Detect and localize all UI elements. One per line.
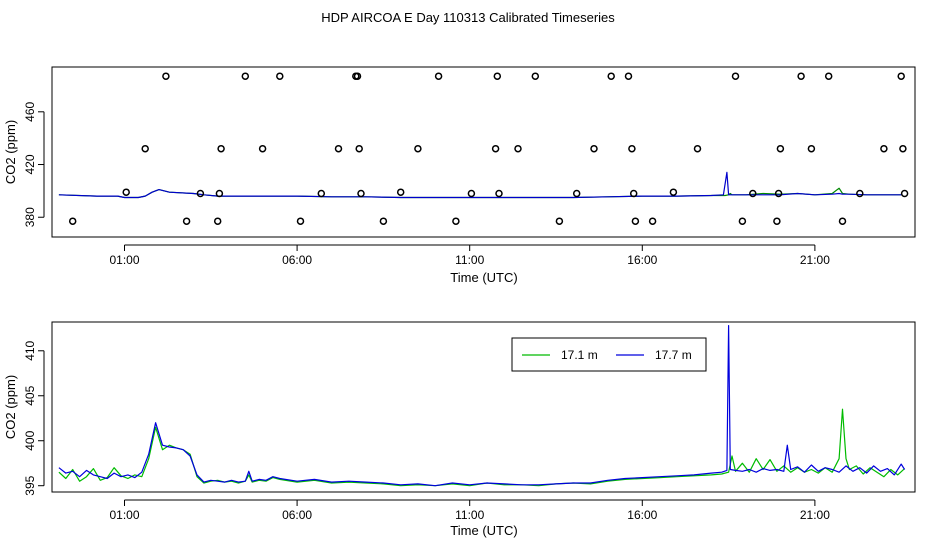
bottom-x-tick-label: 01:00 (109, 508, 139, 522)
bottom-y-tick-label: 405 (23, 385, 37, 405)
top-x-tick-label: 01:00 (109, 253, 139, 267)
top-data-point (555, 217, 564, 225)
legend-label-17-7m: 17.7 m (655, 348, 692, 362)
bottom-panel: 01:00 06:00 11:00 16:00 21:00 395 400 405 410 T… (3, 321, 916, 538)
top-data-point (628, 144, 636, 153)
top-data-point (317, 189, 326, 198)
top-y-tick-label: 460 (23, 101, 37, 121)
top-data-point (379, 217, 388, 225)
top-data-point (631, 217, 640, 225)
top-data-point (396, 188, 405, 196)
top-data-point (68, 217, 77, 225)
top-data-point (334, 144, 343, 153)
top-panel: 01:00 06:00 11:00 16:00 21:00 380 420 460 Time… (3, 66, 916, 285)
top-y-tick-label: 380 (23, 207, 37, 227)
bottom-x-axis-label: Time (UTC) (450, 523, 517, 538)
top-data-point (493, 72, 502, 80)
top-data-point (897, 72, 905, 80)
top-data-point (414, 144, 422, 153)
top-data-point (629, 189, 638, 198)
top-x-tick-label: 21:00 (800, 253, 830, 267)
top-data-point (514, 144, 522, 153)
top-data-point (196, 189, 205, 198)
top-data-point (797, 72, 805, 80)
top-data-point (213, 217, 222, 225)
top-data-point (773, 217, 781, 225)
top-data-point (452, 217, 460, 225)
bottom-x-tick-label: 11:00 (455, 508, 484, 522)
top-data-point (531, 72, 540, 80)
top-data-point (807, 144, 816, 153)
top-plot-data (58, 72, 909, 225)
top-data-point (296, 217, 305, 225)
top-data-point (624, 72, 633, 80)
bottom-y-tick-label: 410 (23, 340, 37, 360)
bottom-plot-frame (51, 321, 916, 493)
top-data-point (217, 144, 225, 153)
top-data-point (355, 144, 363, 153)
bottom-x-tick-label: 06:00 (282, 508, 312, 522)
top-data-point (856, 189, 864, 198)
top-data-point (182, 217, 191, 225)
bottom-series-line-0 (58, 408, 906, 487)
top-data-point (693, 144, 702, 153)
top-data-point (607, 72, 615, 80)
legend-label-17-1m: 17.1 m (561, 348, 598, 362)
top-x-tick-label: 06:00 (282, 253, 312, 267)
figure-title: HDP AIRCOA E Day 110313 Calibrated Times… (321, 10, 615, 25)
bottom-y-tick-label: 400 (23, 430, 37, 450)
bottom-x-tick-label: 21:00 (800, 508, 830, 522)
top-data-point (899, 144, 907, 153)
top-x-tick-label: 16:00 (627, 253, 657, 267)
top-data-point (353, 72, 362, 80)
top-data-point (731, 72, 740, 80)
top-data-point (572, 189, 581, 198)
top-x-axis-label: Time (UTC) (450, 270, 517, 285)
legend: 17.1 m 17.7 m (511, 337, 707, 372)
top-data-point (900, 189, 909, 198)
top-data-point (648, 217, 657, 225)
top-data-point (669, 188, 678, 196)
bottom-plot-data (58, 325, 906, 487)
top-data-point (141, 144, 149, 153)
top-x-tick-label: 11:00 (455, 253, 484, 267)
bottom-x-axis: 01:00 06:00 11:00 16:00 21:00 (109, 499, 830, 522)
top-data-point (749, 189, 757, 198)
top-data-point (491, 144, 500, 153)
top-data-point (162, 72, 170, 80)
top-y-axis-label: CO2 (ppm) (3, 120, 18, 184)
top-data-point (590, 144, 598, 153)
top-data-point (241, 72, 250, 80)
top-y-axis: 380 420 460 (23, 101, 45, 227)
top-data-point (122, 188, 130, 196)
top-data-point (738, 217, 747, 225)
bottom-y-axis-label: CO2 (ppm) (3, 375, 18, 439)
top-y-tick-label: 420 (23, 154, 37, 174)
top-x-axis: 01:00 06:00 11:00 16:00 21:00 (109, 244, 830, 267)
top-data-point (880, 144, 888, 153)
bottom-x-tick-label: 16:00 (627, 508, 657, 522)
top-data-point (215, 189, 224, 198)
top-plot-frame (51, 66, 916, 238)
top-data-point (357, 189, 365, 198)
top-data-point (776, 144, 785, 153)
top-data-point (258, 144, 267, 153)
bottom-series-line-1 (58, 325, 906, 487)
top-data-point (838, 217, 847, 225)
top-series-line-1 (58, 171, 902, 199)
top-data-point (276, 72, 284, 80)
top-data-point (467, 189, 476, 198)
bottom-y-tick-label: 395 (23, 475, 37, 495)
bottom-y-axis: 395 400 405 410 (23, 340, 45, 496)
top-data-point (495, 189, 503, 198)
top-data-point (824, 72, 833, 80)
top-data-point (774, 189, 783, 198)
top-data-point (434, 72, 443, 80)
